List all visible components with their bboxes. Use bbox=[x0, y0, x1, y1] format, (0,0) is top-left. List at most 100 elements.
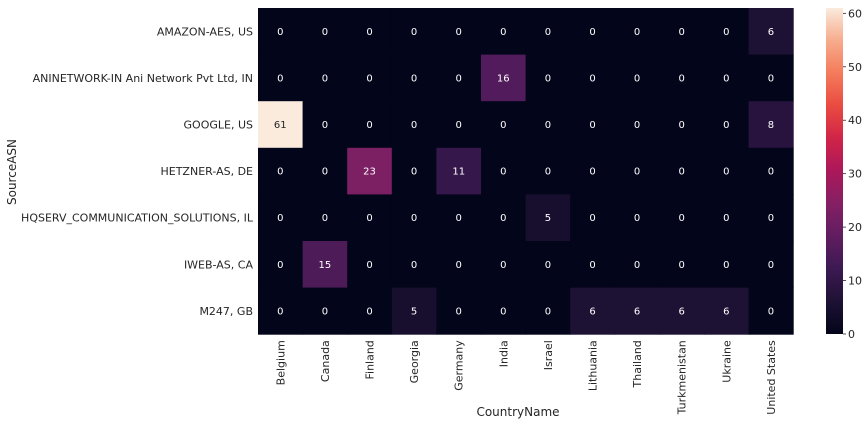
heatmap-cell bbox=[302, 194, 348, 242]
cell-value-label: 0 bbox=[322, 306, 328, 317]
cell-value-label: 6 bbox=[679, 306, 685, 317]
heatmap-cell bbox=[436, 194, 482, 242]
heatmap-cell bbox=[347, 8, 393, 56]
heatmap-cell bbox=[302, 101, 348, 149]
cell-value-label: 0 bbox=[456, 213, 462, 224]
y-tick-label: M247, GB bbox=[199, 305, 253, 318]
y-tick-label: HQSERV_COMMUNICATION_SOLUTIONS, IL bbox=[21, 212, 254, 225]
cell-value-label: 0 bbox=[277, 260, 283, 271]
cell-value-label: 0 bbox=[411, 167, 417, 178]
cell-value-label: 6 bbox=[589, 306, 595, 317]
cell-value-label: 0 bbox=[679, 120, 685, 131]
heatmap-cell bbox=[525, 101, 571, 149]
cell-value-label: 0 bbox=[589, 120, 595, 131]
heatmap-cell bbox=[614, 194, 660, 242]
cell-value-label: 0 bbox=[723, 213, 729, 224]
cell-value-label: 0 bbox=[366, 27, 372, 38]
heatmap-cell bbox=[391, 8, 437, 56]
cell-value-label: 0 bbox=[768, 73, 774, 84]
heatmap-cell bbox=[436, 54, 482, 102]
x-tick-label: Belgium bbox=[274, 340, 287, 385]
heatmap-cell bbox=[481, 101, 527, 149]
x-tick-label: Turkmenistan bbox=[676, 340, 689, 415]
x-tick-label: Thailand bbox=[631, 340, 644, 388]
heatmap-cell bbox=[302, 287, 348, 335]
cell-value-label: 0 bbox=[545, 120, 551, 131]
heatmap-cell bbox=[570, 101, 616, 149]
heatmap-cell bbox=[525, 241, 571, 289]
cell-value-label: 0 bbox=[634, 73, 640, 84]
cell-value-label: 0 bbox=[679, 27, 685, 38]
cell-value-label: 0 bbox=[500, 260, 506, 271]
cell-value-label: 0 bbox=[411, 213, 417, 224]
cell-value-label: 5 bbox=[545, 213, 551, 224]
heatmap-cell bbox=[302, 54, 348, 102]
cell-value-label: 0 bbox=[456, 260, 462, 271]
heatmap-cell bbox=[570, 54, 616, 102]
heatmap-cell bbox=[748, 54, 794, 102]
colorbar-tick-label: 10 bbox=[848, 275, 862, 288]
cell-value-label: 0 bbox=[500, 27, 506, 38]
cell-value-label: 0 bbox=[768, 167, 774, 178]
heatmap-cell bbox=[748, 8, 794, 56]
cell-value-label: 0 bbox=[366, 306, 372, 317]
colorbar-ticks: 0 10 20 30 40 50 60 bbox=[843, 7, 862, 341]
heatmap-cell bbox=[614, 8, 660, 56]
cell-value-label: 0 bbox=[500, 167, 506, 178]
cell-value-label: 0 bbox=[723, 120, 729, 131]
heatmap-cell bbox=[659, 101, 705, 149]
x-tick-label: Lithuania bbox=[587, 340, 600, 391]
heatmap-cell bbox=[391, 194, 437, 242]
cell-value-label: 0 bbox=[322, 27, 328, 38]
heatmap-cell bbox=[659, 8, 705, 56]
heatmap-cell bbox=[302, 8, 348, 56]
heatmap-cell bbox=[570, 194, 616, 242]
colorbar-tick-label: 50 bbox=[848, 61, 862, 74]
cell-value-label: 0 bbox=[634, 167, 640, 178]
y-tick-label: HETZNER-AS, DE bbox=[160, 165, 253, 178]
x-tick-label: Finland bbox=[364, 340, 377, 379]
heatmap-cell bbox=[347, 101, 393, 149]
heatmap-cell bbox=[614, 147, 660, 195]
x-tick-label: Ukraine bbox=[720, 340, 733, 383]
cell-value-label: 0 bbox=[723, 167, 729, 178]
heatmap-cell bbox=[481, 147, 527, 195]
heatmap-cell bbox=[347, 147, 393, 195]
heatmap-cell bbox=[391, 287, 437, 335]
heatmap-cell bbox=[347, 194, 393, 242]
cell-value-label: 0 bbox=[723, 27, 729, 38]
colorbar-tick-label: 60 bbox=[848, 7, 862, 20]
heatmap-cell bbox=[481, 287, 527, 335]
heatmap-cell bbox=[436, 147, 482, 195]
cell-value-label: 0 bbox=[589, 27, 595, 38]
x-tick-label: United States bbox=[765, 340, 778, 415]
heatmap-cell bbox=[302, 241, 348, 289]
cell-value-label: 0 bbox=[456, 306, 462, 317]
heatmap-cell bbox=[614, 241, 660, 289]
cell-value-label: 0 bbox=[768, 306, 774, 317]
cell-value-label: 0 bbox=[589, 167, 595, 178]
heatmap-cell bbox=[614, 101, 660, 149]
heatmap-cell bbox=[525, 147, 571, 195]
heatmap-cell bbox=[436, 241, 482, 289]
heatmap-cell bbox=[748, 194, 794, 242]
cell-value-label: 0 bbox=[322, 73, 328, 84]
heatmap-cell bbox=[481, 8, 527, 56]
heatmap-cells: 0 0 0 0 0 0 0 0 0 0 0 6 0 0 0 0 0 16 0 0 0 0 0 0 61 0 0 0 0 0 0 0 0 0 0 8 0 0… bbox=[258, 8, 794, 335]
cell-value-label: 0 bbox=[723, 73, 729, 84]
heatmap-cell bbox=[748, 287, 794, 335]
heatmap-cell bbox=[347, 241, 393, 289]
heatmap-cell bbox=[347, 54, 393, 102]
y-tick-labels: AMAZON-AES, US ANINETWORK-IN Ani Network … bbox=[21, 25, 254, 318]
cell-value-label: 0 bbox=[634, 27, 640, 38]
cell-value-label: 6 bbox=[634, 306, 640, 317]
cell-value-label: 5 bbox=[411, 306, 417, 317]
heatmap-cell bbox=[258, 241, 304, 289]
heatmap-cell bbox=[748, 147, 794, 195]
heatmap-cell bbox=[258, 287, 304, 335]
heatmap-cell bbox=[258, 54, 304, 102]
cell-value-label: 0 bbox=[277, 73, 283, 84]
heatmap-cell bbox=[614, 287, 660, 335]
cell-value-label: 11 bbox=[452, 167, 465, 178]
heatmap-cell bbox=[391, 241, 437, 289]
